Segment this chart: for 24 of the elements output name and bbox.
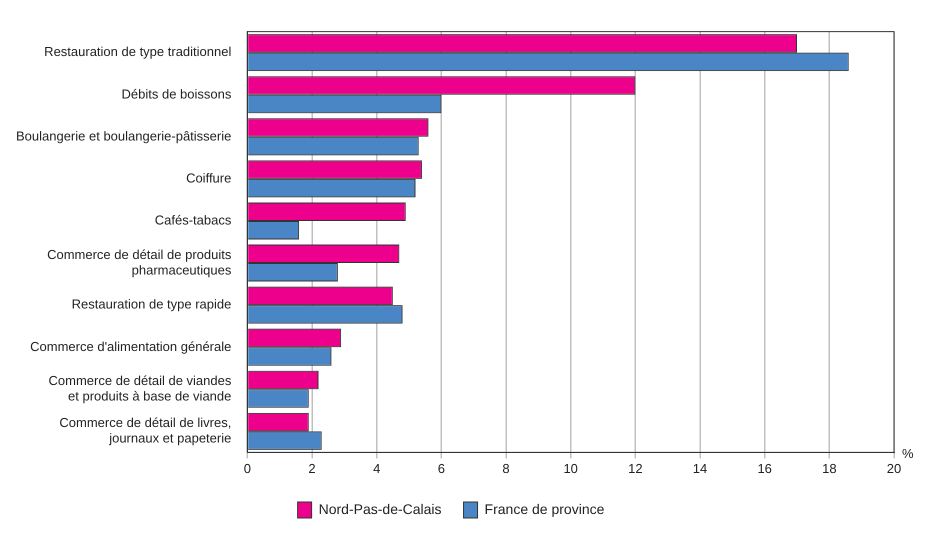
x-tick-label: 6 xyxy=(438,460,445,476)
legend-label: France de province xyxy=(484,500,605,517)
x-tick-label: 8 xyxy=(502,460,510,476)
y-tick-label: Coiffure xyxy=(186,170,232,186)
y-tick-label: Restauration de type rapide xyxy=(72,296,232,312)
x-tick-label: 14 xyxy=(692,460,708,476)
x-tick-label: 0 xyxy=(244,460,251,476)
y-tick-label: Commerce de détail de produits pharmaceutiques xyxy=(47,246,232,278)
y-tick-label: Boulangerie et boulangerie-pâtisserie xyxy=(16,128,232,144)
y-tick-label: Débits de boissons xyxy=(122,86,232,102)
x-tick-label: 10 xyxy=(563,460,578,476)
y-tick-label: Restauration de type traditionnel xyxy=(44,44,232,60)
x-tick-label: 4 xyxy=(373,460,380,476)
y-tick-label: Cafés-tabacs xyxy=(154,212,232,228)
y-tick-label: Commerce de détail de livres, journaux et papeterie xyxy=(59,415,232,446)
y-tick-label: Commerce d'alimentation générale xyxy=(30,338,232,354)
x-tick-label: 12 xyxy=(628,460,643,476)
x-axis-title: % xyxy=(902,446,914,461)
x-tick-label: 16 xyxy=(757,460,772,476)
legend-label: Nord-Pas-de-Calais xyxy=(318,500,442,517)
x-tick-label: 20 xyxy=(886,460,902,476)
x-tick-label: 18 xyxy=(822,460,837,476)
x-tick-label: 2 xyxy=(308,460,316,476)
y-tick-label: Commerce de détail de viandes et produits à base de viande xyxy=(48,373,232,404)
